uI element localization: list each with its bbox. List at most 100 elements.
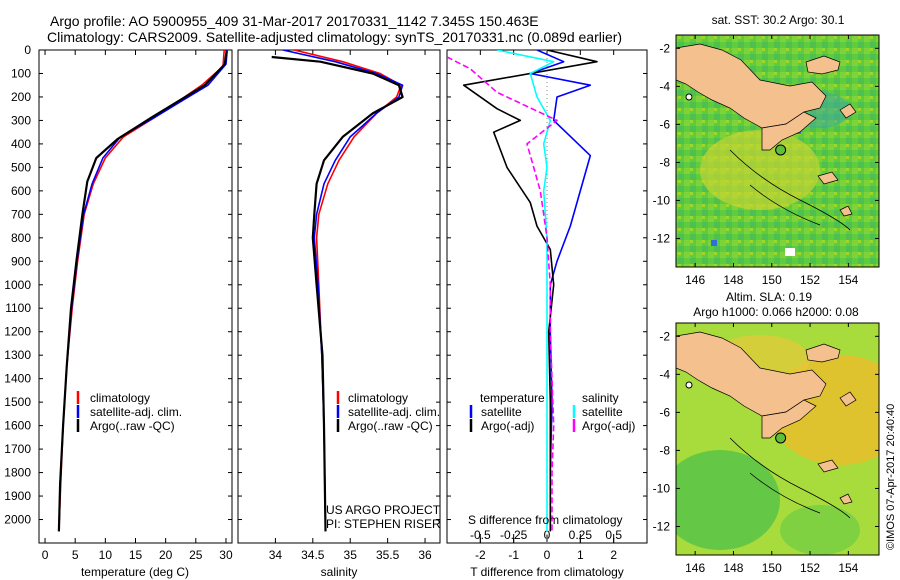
map-x-tick-label: 150: [762, 273, 782, 287]
y-tick-label: 700: [11, 207, 31, 221]
map-x-tick-label: 150: [762, 561, 782, 575]
x-tick-label: 15: [129, 548, 143, 562]
series-group: [57, 50, 228, 532]
y-tick-label: 1200: [4, 325, 31, 339]
y-tick-label: 200: [11, 90, 31, 104]
temperature-legend: climatology satellite-adj. clim. Argo(..…: [76, 391, 182, 433]
legend-label-s-satellite: satellite: [582, 405, 623, 419]
legend-label-t-argo: Argo(-adj): [481, 419, 534, 433]
x-tick-label: 2: [610, 548, 617, 562]
legend-label-argo: Argo(..raw -QC): [348, 419, 433, 433]
y-tick-label: 600: [11, 184, 31, 198]
land-islands: [817, 391, 857, 505]
sst-warm-patch: [700, 130, 820, 210]
map-y-tick-label: -2: [659, 329, 670, 343]
y-tick-label: 400: [11, 137, 31, 151]
sst-map: sat. SST: 30.2 Argo: 30.1 146 148 150 152 15…: [653, 13, 880, 287]
y-tick-label: 1100: [5, 301, 31, 315]
map-y-tick-label: -6: [659, 117, 670, 131]
credit-project: US ARGO PROJECT: [326, 503, 441, 517]
sst-map-frame: [675, 34, 880, 268]
y-tick-label: 500: [11, 160, 31, 174]
y-tick-label: 0: [24, 43, 31, 57]
sla-low: [676, 450, 780, 550]
top-tick-label: -0.5: [470, 528, 491, 542]
sst-cloud-patch: [785, 248, 795, 256]
legend-label-argo: Argo(..raw -QC): [90, 419, 175, 433]
land-png-peninsula: [761, 399, 817, 439]
coastline-shelf: [729, 437, 851, 519]
map-y-tick-label: -8: [659, 443, 670, 457]
difference-legend: temperature salinity satellite Argo(-adj…: [469, 391, 635, 433]
map-y-tick-label: -4: [659, 79, 670, 93]
sst-map-axes: 146 148 150 152 154 -2 -4 -6 -8 -10 -12: [653, 35, 879, 287]
y-tick-label: 1800: [4, 466, 31, 480]
series-line-argo-raw-qc: [57, 51, 228, 532]
x-axis-label-temperature: temperature (deg C): [81, 565, 189, 579]
legend-label-t-satellite: satellite: [481, 405, 522, 419]
legend-title-temperature: temperature: [480, 391, 545, 405]
y-tick-label: 1000: [4, 278, 31, 292]
y-tick-label: 1500: [4, 395, 31, 409]
x-axis-label-salinity: salinity: [321, 565, 358, 579]
map-x-tick-label: 148: [723, 273, 743, 287]
sst-map-title: sat. SST: 30.2 Argo: 30.1: [712, 13, 845, 27]
x-tick-label: 34.5: [301, 548, 325, 562]
series-line-satellite-adj-clim: [282, 50, 404, 532]
sla-map-title-line1: Altim. SLA: 0.19: [726, 290, 812, 304]
reference-marker: [685, 381, 693, 389]
legend-label-climatology: climatology: [90, 391, 150, 405]
x-tick-label: 1: [577, 548, 584, 562]
map-x-tick-label: 152: [800, 273, 820, 287]
y-tick-label: 1400: [4, 372, 31, 386]
land-new-britain: [805, 343, 841, 363]
map-x-tick-label: 154: [838, 561, 858, 575]
salinity-panel: 34 34.5 35 35.5 36: [269, 50, 432, 562]
sla-map-frame: [675, 322, 880, 556]
map-x-tick-label: 148: [723, 561, 743, 575]
series-line-s-argo-adj: [447, 56, 558, 532]
y-tick-label: 1300: [4, 348, 31, 362]
salinity-plot-frame: [237, 49, 441, 544]
map-y-tick-label: -2: [659, 41, 670, 55]
legend-title-salinity: salinity: [582, 391, 619, 405]
map-y-tick-label: -10: [653, 481, 671, 495]
series-group: [447, 50, 598, 532]
top-tick-label: 0.25: [569, 528, 593, 542]
x-tick-label: 36: [418, 548, 432, 562]
x-tick-label: -2: [475, 548, 486, 562]
sla-map-axes: 146 148 150 152 154 -2 -4 -6 -8 -10 -12: [653, 323, 879, 575]
y-tick-label: 900: [11, 254, 31, 268]
y-tick-label: 100: [11, 66, 31, 80]
series-line-t-satellite: [529, 50, 592, 532]
x-tick-label: 25: [189, 548, 203, 562]
sla-low: [780, 505, 860, 555]
land-islands: [817, 103, 857, 217]
top-axis-label: S difference from climatology: [468, 513, 623, 527]
x-tick-label: 34: [269, 548, 283, 562]
float-position-marker: [775, 144, 787, 156]
x-tick-label: -1: [508, 548, 519, 562]
map-x-tick-label: 152: [800, 561, 820, 575]
map-y-tick-label: -8: [659, 155, 670, 169]
series-group: [271, 50, 404, 532]
credit-pi: PI: STEPHEN RISER: [326, 517, 441, 531]
x-tick-label: 10: [99, 548, 113, 562]
reference-marker: [685, 93, 693, 101]
x-tick-label: 0: [42, 548, 49, 562]
figure-title-line1: Argo profile: AO 5900955_409 31-Mar-2017…: [50, 13, 539, 29]
legend-label-climatology: climatology: [348, 391, 408, 405]
temperature-plot-frame: [38, 49, 233, 544]
series-line-t-argo-adj: [462, 50, 598, 532]
float-position-marker: [775, 432, 787, 444]
y-tick-label: 800: [11, 231, 31, 245]
salinity-legend: climatology satellite-adj. clim. Argo(..…: [336, 391, 440, 433]
map-x-tick-label: 154: [838, 273, 858, 287]
x-tick-label: 35.5: [376, 548, 400, 562]
imos-timestamp: ©IMOS 07-Apr-2017 20:40:40: [885, 404, 897, 550]
map-y-tick-label: -6: [659, 405, 670, 419]
temperature-panel: 0 5 10 15 20 25 30: [42, 50, 233, 562]
land-png-peninsula: [761, 111, 817, 151]
depth-axis: 0 100 200 300 400 500 600 700 800 900 1000 1100 1200…: [4, 43, 647, 527]
sst-cool-patch: [711, 240, 717, 246]
